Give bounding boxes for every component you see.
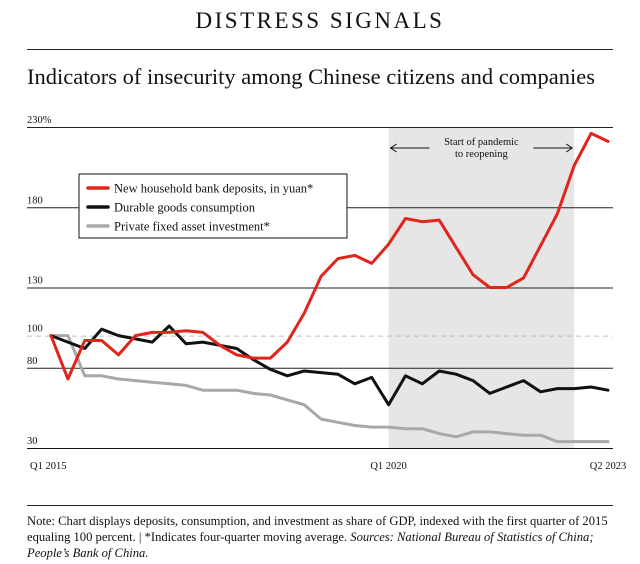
series-layer xyxy=(49,131,610,444)
period-arrowhead-right xyxy=(565,143,574,153)
y-tick-label: 80 xyxy=(27,356,38,367)
series-line xyxy=(49,324,610,407)
series-line xyxy=(49,131,610,381)
footer-rule xyxy=(27,505,613,506)
legend-label: New household bank deposits, in yuan* xyxy=(114,182,313,196)
period-arrowhead-left xyxy=(389,143,397,153)
legend: New household bank deposits, in yuan* Dur… xyxy=(78,173,348,239)
chart-note: Note: Chart displays deposits, consumpti… xyxy=(27,513,633,561)
note-text: Note: Chart displays deposits, consumpti… xyxy=(27,514,608,544)
legend-label: Private fixed asset investment* xyxy=(114,220,270,234)
shaded-period-label: Start of pandemic xyxy=(444,137,519,148)
y-tick-label: 130 xyxy=(27,276,43,287)
shaded-period-label: to reopening xyxy=(455,149,509,160)
x-tick-label: Q1 2015 xyxy=(30,461,66,472)
y-tick-label: 30 xyxy=(27,436,38,447)
kicker: DISTRESS SIGNALS xyxy=(195,8,445,33)
y-tick-label: 180 xyxy=(27,195,43,206)
note-sources: Sources: National Bureau of Statistics o… xyxy=(27,530,594,560)
series-line xyxy=(49,334,610,444)
chart-title: Indicators of insecurity among Chinese c… xyxy=(27,64,595,89)
header-rule xyxy=(27,49,613,50)
legend-box xyxy=(78,173,348,239)
y-tick-label: 100 xyxy=(27,324,43,335)
legend-label: Durable goods consumption xyxy=(114,201,256,215)
x-tick-label: Q1 2020 xyxy=(370,461,406,472)
x-tick-label: Q2 2023 xyxy=(590,461,626,472)
y-tick-label: 230% xyxy=(27,115,52,126)
